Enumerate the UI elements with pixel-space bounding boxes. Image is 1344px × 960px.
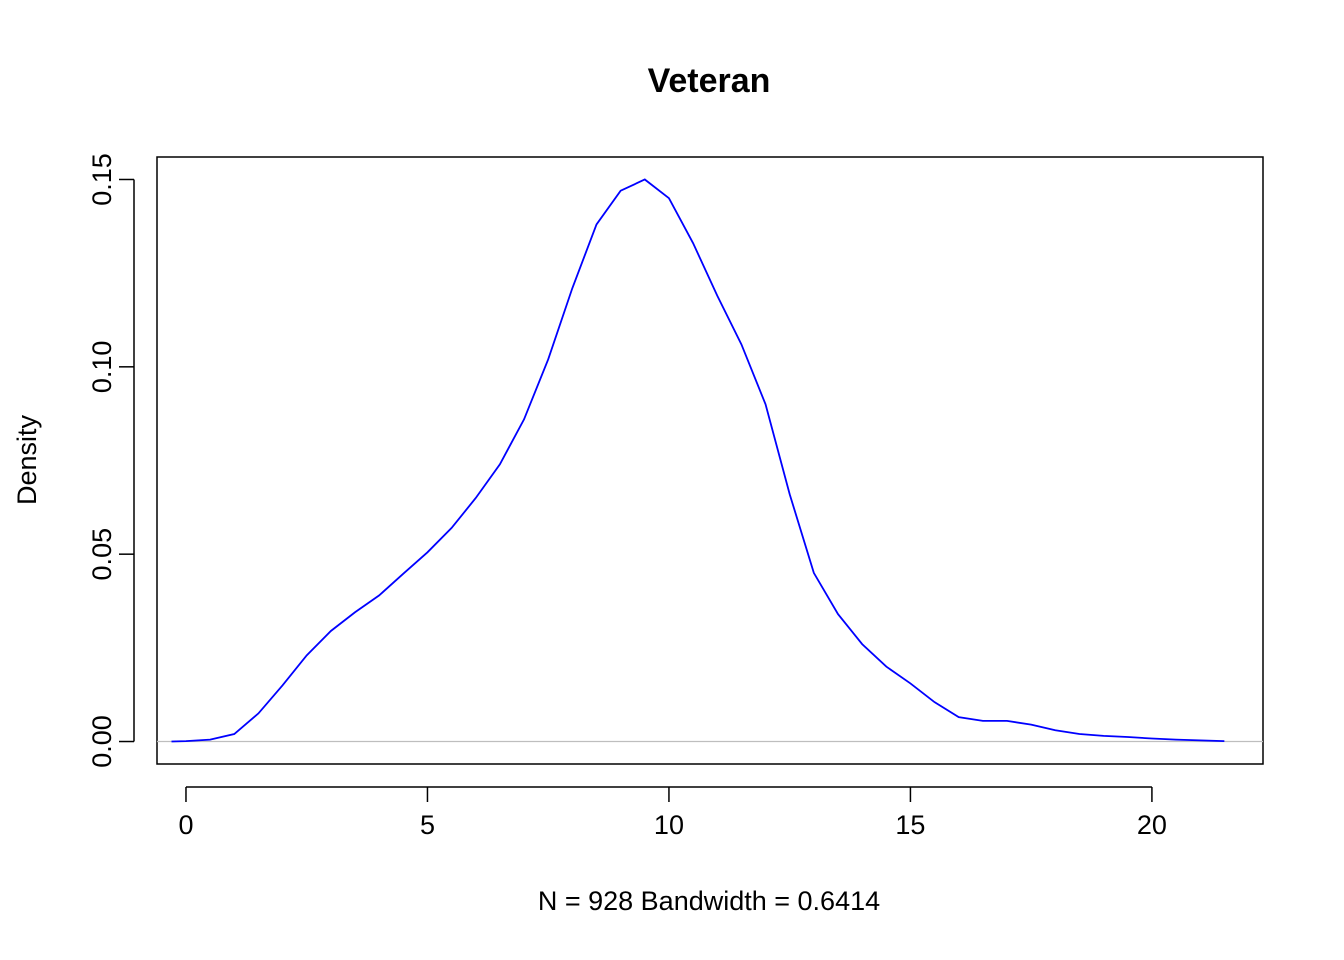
y-tick-label: 0.15 (87, 153, 117, 206)
x-tick-label: 15 (895, 810, 925, 840)
x-tick-label: 0 (178, 810, 193, 840)
x-tick-label: 5 (420, 810, 435, 840)
y-tick-label: 0.05 (87, 528, 117, 581)
y-tick-label: 0.10 (87, 341, 117, 394)
x-tick-label: 10 (654, 810, 684, 840)
plot-frame (156, 156, 1264, 765)
x-axis-label: N = 928 Bandwidth = 0.6414 (538, 886, 880, 916)
y-axis-label: Density (12, 414, 42, 505)
x-tick-label: 20 (1137, 810, 1167, 840)
y-axis: 0.00 0.05 0.10 0.15 (87, 153, 135, 768)
chart-title: Veteran (648, 62, 771, 100)
x-axis: 0 5 10 15 20 (178, 786, 1167, 840)
density-line (171, 178, 1225, 743)
y-tick-label: 0.00 (87, 715, 117, 768)
